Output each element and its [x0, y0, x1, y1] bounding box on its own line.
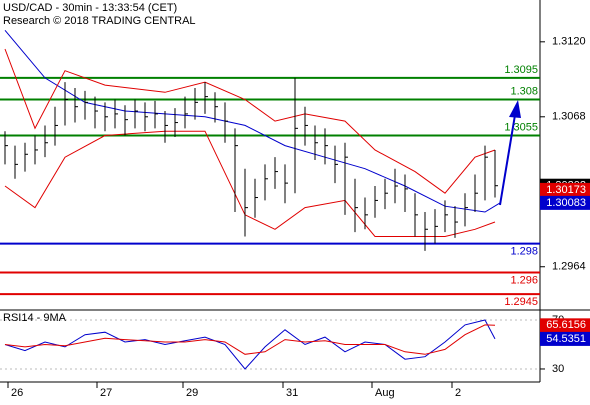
level-label: 1.3095: [504, 64, 538, 76]
x-tick-label: Aug: [375, 387, 395, 399]
rsi-line: [4, 324, 496, 355]
price-box: [540, 182, 590, 197]
chart-subtitle: Research © 2018 TRADING CENTRAL: [3, 15, 196, 27]
level-label: 1.296: [510, 274, 538, 286]
y-tick-label: 1.3068: [552, 111, 586, 123]
x-tick-label: 29: [186, 387, 198, 399]
price-box: [540, 318, 590, 333]
x-tick-label: 27: [100, 387, 112, 399]
price-box: [540, 331, 590, 346]
price-box-label: 54.5351: [546, 333, 586, 345]
y-tick-label: 1.2964: [552, 261, 586, 273]
overlay-line: [4, 48, 496, 194]
y-tick-label: 30: [552, 363, 564, 375]
x-tick-label: 31: [286, 387, 298, 399]
level-label: 1.298: [510, 246, 538, 258]
y-tick-label: 1.3120: [552, 36, 586, 48]
overlay-line: [4, 29, 501, 213]
x-tick-label: 2: [455, 387, 461, 399]
rsi-line: [4, 319, 496, 370]
price-box: [540, 195, 590, 210]
level-label: 1.2945: [504, 296, 538, 308]
level-label: 1.308: [510, 85, 538, 97]
x-tick-label: 26: [11, 387, 23, 399]
rsi-title: RSI14 - 9MA: [3, 312, 67, 324]
forecast-arrow: [499, 114, 516, 206]
price-box-label: 65.6156: [546, 319, 586, 331]
chart-title: USD/CAD - 30min - 13:33:54 (CET): [3, 2, 177, 14]
plot-layer: 1.3120 1.3068 1.2964 26 27 29 31 Aug 2 1.3095 1.30…: [0, 29, 590, 399]
level-label: 1.3055: [504, 121, 538, 133]
price-box-label: 1.30083: [546, 197, 586, 209]
price-box-label: 1.30173: [546, 184, 586, 196]
arrow-head: [509, 100, 521, 118]
